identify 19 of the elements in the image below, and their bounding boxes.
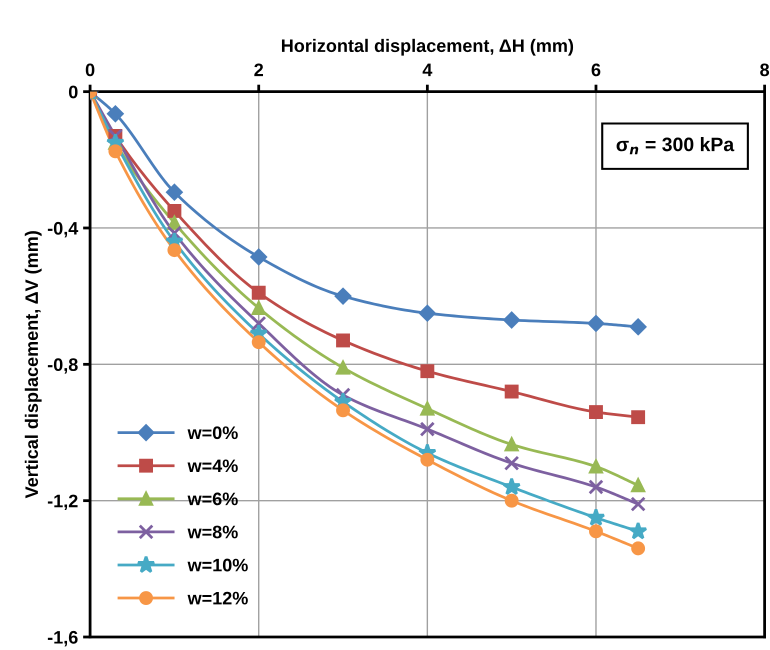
annotation: σ$_{n}$ = 300 kPa <box>616 137 734 154</box>
x-tick-label: 2 <box>254 63 264 76</box>
y-tick-label: -1,6 <box>48 630 78 646</box>
y-tick-label: -0,4 <box>48 222 78 238</box>
legend-label: w=0% <box>188 426 238 440</box>
x-tick-label: 8 <box>760 63 770 76</box>
legend-label: w=12% <box>188 592 248 605</box>
x-axis-title: Horizontal displacement, ΔH (mm) <box>282 38 574 56</box>
legend-label: w=6% <box>188 492 238 506</box>
x-tick-label: 4 <box>422 64 432 76</box>
y-axis-title: Vertical displacement, ΔV (mm) <box>24 231 42 498</box>
y-tick-label: -0,8 <box>48 358 78 374</box>
y-tick-label: 0 <box>68 86 78 98</box>
x-tick-label: 6 <box>592 63 600 76</box>
y-tick-label: -1,2 <box>48 494 78 510</box>
legend-label: w=8% <box>188 526 238 538</box>
legend-label: w=10% <box>188 558 248 572</box>
legend-label: w=4% <box>188 459 238 472</box>
x-tick-label: 0 <box>86 63 94 76</box>
